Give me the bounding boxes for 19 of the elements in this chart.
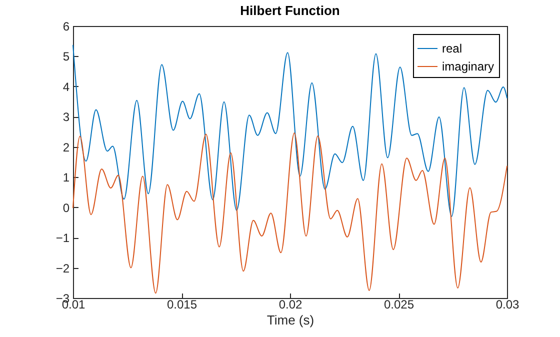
- x-tick-label: 0.025: [384, 298, 414, 312]
- legend-label: real: [442, 42, 462, 56]
- y-tick-label: 0: [62, 200, 70, 215]
- x-tick-label: 0.015: [166, 298, 198, 312]
- line-series: [72, 44, 508, 217]
- y-tick-label: 2: [62, 140, 70, 154]
- x-axis-title: Time (s): [266, 312, 314, 328]
- y-tick-label: 1: [62, 170, 70, 185]
- x-tick-label: 0.03: [496, 298, 520, 312]
- legend-label: imaginary: [442, 60, 494, 74]
- y-tick-label: 4: [62, 80, 70, 94]
- x-tick-label: 0.02: [278, 298, 302, 312]
- y-tick-label: −1: [56, 231, 70, 246]
- line-series: [72, 132, 508, 294]
- y-tick-label: 3: [62, 110, 70, 124]
- y-tick-label: −2: [56, 261, 70, 276]
- y-tick-label: 6: [62, 20, 70, 34]
- y-tick-label: 5: [62, 50, 70, 64]
- chart-title: Hilbert Function: [240, 3, 340, 18]
